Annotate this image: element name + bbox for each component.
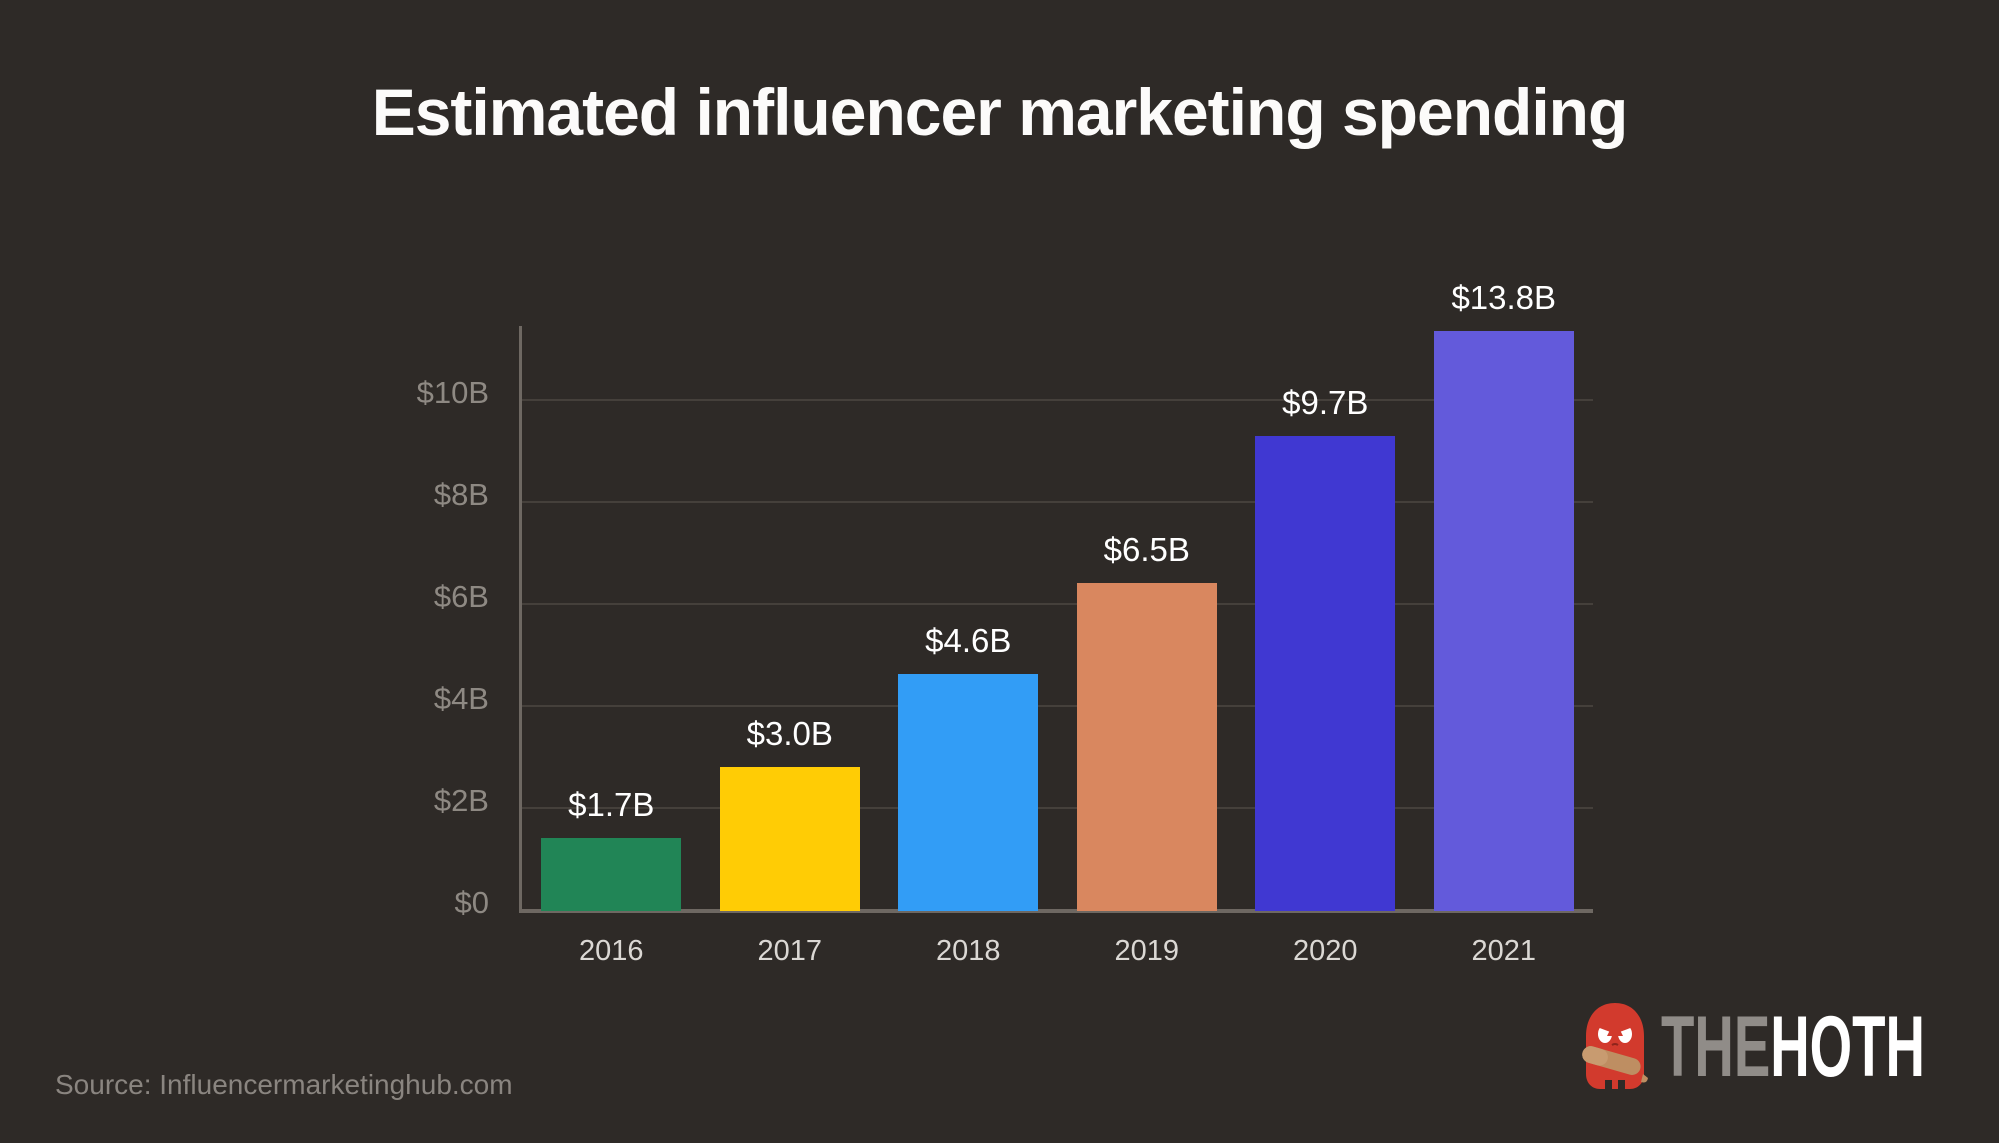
gridline [522, 602, 1593, 605]
x-axis-label: 2016 [578, 935, 644, 967]
bar-column-2019: $6.5B 2019 [1058, 326, 1237, 967]
bar-column-2021: $13.8B 2021 [1415, 279, 1594, 967]
bar-column-2017: $3.0B 2017 [701, 326, 880, 967]
bar-value-label: $13.8B [1451, 279, 1557, 317]
bar-2020 [1255, 435, 1396, 911]
y-axis-tick-label: $4B [433, 681, 489, 716]
bar-column-2018: $4.6B 2018 [879, 326, 1058, 967]
gridline [522, 398, 1593, 401]
x-axis-label: 2019 [1114, 935, 1179, 967]
brand-logo: THEHOTH [1581, 1000, 1927, 1097]
logo-wordmark: THEHOTH [1661, 1010, 1925, 1088]
chart-title: Estimated influencer marketing spending [371, 75, 1629, 149]
bar-2021 [1433, 331, 1574, 911]
x-axis-line [519, 909, 1593, 913]
bar-value-label: $6.5B [1103, 530, 1190, 568]
hoth-mascot-icon [1582, 1003, 1648, 1089]
bar-value-label: $9.7B [1282, 383, 1369, 421]
y-axis-tick-label: $2B [433, 783, 489, 818]
gridline [522, 807, 1593, 809]
bar-2018 [898, 674, 1039, 911]
bar-2017 [719, 767, 860, 911]
bar-column-2016: $1.7B 2016 [522, 326, 701, 967]
y-axis-tick-label: $0 [454, 885, 489, 920]
bar-2019 [1076, 582, 1217, 911]
logo-hoth-text: HOTH [1770, 1010, 1925, 1088]
y-axis-tick-label: $8B [433, 476, 489, 512]
gridline [522, 705, 1593, 707]
bar-chart: $0 $2B $4B $6B $8B $10B $1.7B 2016 $3.0B 2017 $4.… [417, 279, 1594, 967]
gridline [522, 500, 1593, 503]
y-axis-line [519, 326, 522, 913]
bar-column-2020: $9.7B 2020 [1236, 326, 1415, 967]
x-axis-label: 2018 [935, 935, 1001, 967]
y-axis-tick-label: $10B [416, 374, 489, 410]
x-axis-label: 2020 [1292, 935, 1358, 967]
bar-2016 [541, 837, 682, 911]
x-axis-label: 2017 [757, 935, 822, 967]
bar-value-label: $4.6B [925, 622, 1012, 660]
logo-the-text: THE [1661, 1010, 1770, 1088]
bar-value-label: $1.7B [568, 785, 655, 823]
x-axis-label: 2021 [1471, 935, 1536, 967]
source-attribution: Source: Influencermarketinghub.com [55, 1069, 513, 1100]
bars-container: $1.7B 2016 $3.0B 2017 $4.6B 2018 $6.5B 2019 $9.7… [522, 279, 1594, 967]
bar-value-label: $3.0B [746, 715, 833, 753]
y-axis-tick-label: $6B [433, 578, 489, 614]
svg-text:THEHOTH: THEHOTH [1661, 1010, 1925, 1088]
